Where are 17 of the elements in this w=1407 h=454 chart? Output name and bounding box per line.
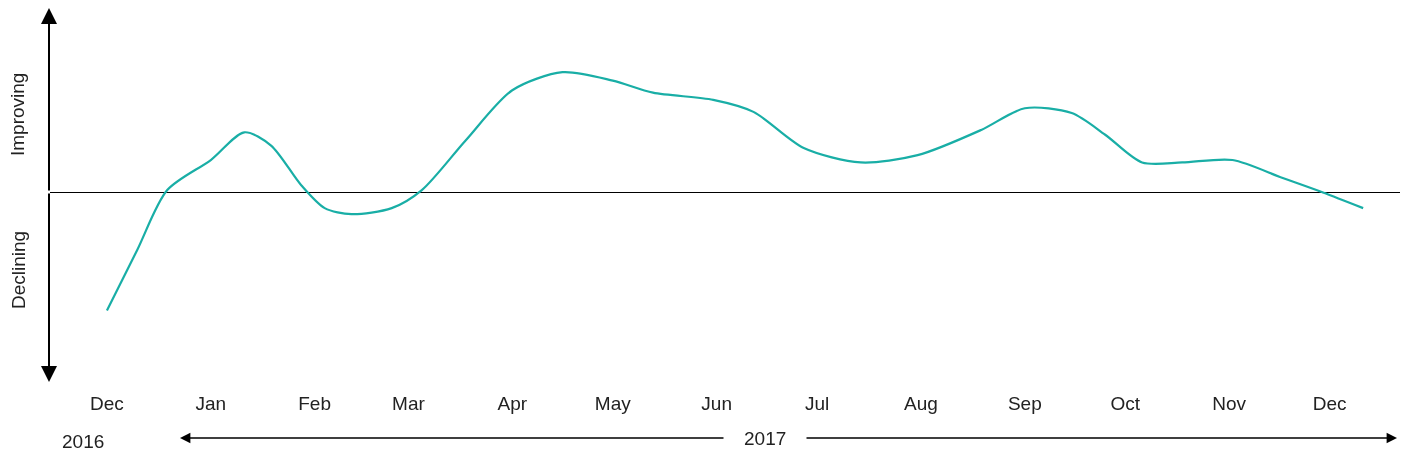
text: 2016: [62, 431, 105, 452]
x-tick-label: Dec: [1312, 393, 1347, 414]
text: Improving: [7, 72, 28, 156]
x-tick-label: Feb: [298, 393, 332, 414]
x-tick-label: Nov: [1212, 393, 1247, 414]
x-tick-label: May: [594, 393, 632, 414]
x-tick-label: Sep: [1007, 393, 1042, 414]
x-tick-label: Oct: [1110, 393, 1141, 414]
x-tick-label: Jul: [804, 393, 830, 414]
x-tick-label: Aug: [904, 393, 938, 414]
x-tick-label: Apr: [497, 393, 528, 414]
text: Declining: [8, 230, 29, 309]
x-tick-label: Jun: [701, 393, 732, 414]
x-tick-label: Jan: [195, 393, 227, 414]
text: 2017: [744, 428, 787, 449]
x-tick-label: Mar: [392, 393, 426, 414]
x-tick-label: Dec: [90, 393, 124, 414]
